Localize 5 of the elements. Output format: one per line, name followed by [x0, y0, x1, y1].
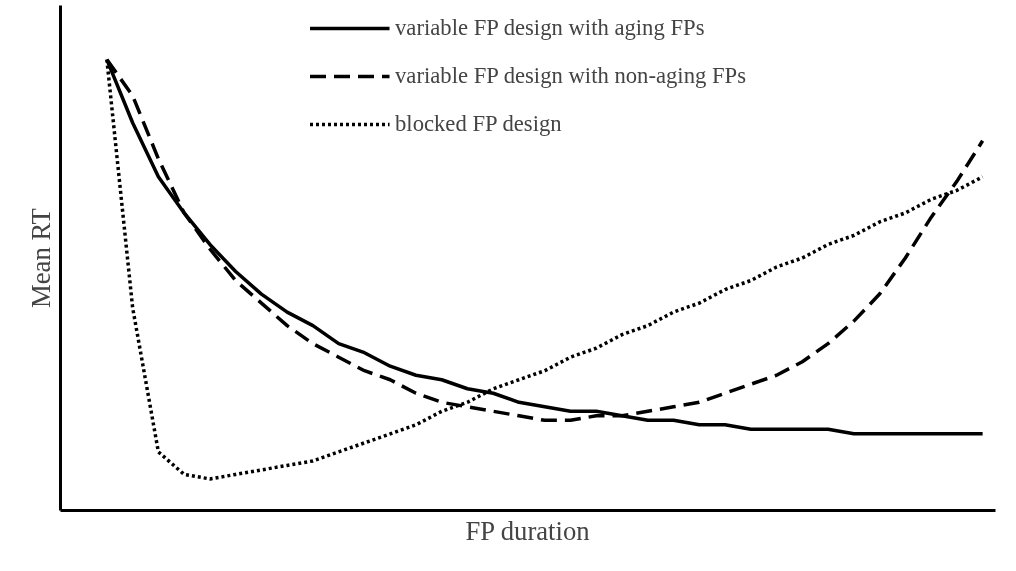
legend-label: variable FP design with non-aging FPs [395, 63, 746, 89]
x-axis-title: FP duration [465, 515, 590, 546]
y-axis-title: Mean RT [25, 208, 56, 308]
legend-label: variable FP design with aging FPs [395, 15, 705, 41]
legend-label: blocked FP design [395, 111, 562, 137]
